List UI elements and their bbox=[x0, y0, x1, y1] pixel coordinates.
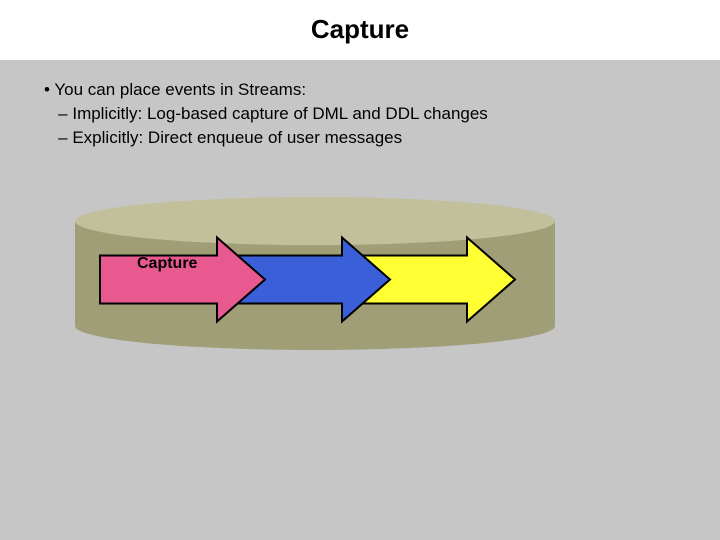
capture-arrow-label: Capture bbox=[137, 255, 197, 273]
bullet-sub-1: – Implicitly: Log-based capture of DML a… bbox=[44, 102, 488, 126]
capture-diagram: Capture bbox=[75, 195, 555, 350]
bullet-list: • You can place events in Streams: – Imp… bbox=[44, 78, 488, 150]
page-title: Capture bbox=[0, 0, 720, 45]
slide: Capture • You can place events in Stream… bbox=[0, 0, 720, 540]
bullet-main: • You can place events in Streams: bbox=[44, 78, 488, 102]
bullet-sub-2: – Explicitly: Direct enqueue of user mes… bbox=[44, 126, 488, 150]
title-band: Capture bbox=[0, 0, 720, 60]
